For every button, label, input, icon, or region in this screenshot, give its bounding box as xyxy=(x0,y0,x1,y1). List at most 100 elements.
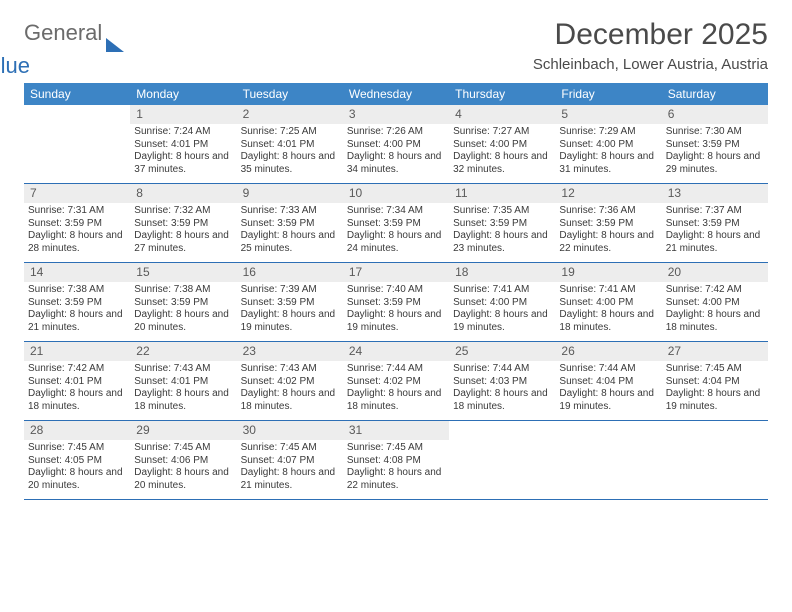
day-body: Sunrise: 7:42 AMSunset: 4:01 PMDaylight:… xyxy=(24,363,130,413)
day-number: 21 xyxy=(24,342,130,361)
brand-triangle-icon xyxy=(106,38,124,52)
day-number: 29 xyxy=(130,421,236,440)
day-body: Sunrise: 7:32 AMSunset: 3:59 PMDaylight:… xyxy=(130,205,236,255)
sunset-line: Sunset: 3:59 PM xyxy=(666,139,764,152)
day-number: 8 xyxy=(130,184,236,203)
day-cell: 19 Sunrise: 7:41 AMSunset: 4:00 PMDayligh… xyxy=(555,263,661,341)
dow-cell: Saturday xyxy=(662,83,768,105)
sunset-line: Sunset: 4:00 PM xyxy=(347,139,445,152)
daylight-line: Daylight: 8 hours and 37 minutes. xyxy=(134,151,232,176)
sunset-line: Sunset: 3:59 PM xyxy=(241,297,339,310)
sunset-line: Sunset: 3:59 PM xyxy=(241,218,339,231)
week-row: 1Sunrise: 7:24 AMSunset: 4:01 PMDaylight… xyxy=(24,105,768,184)
daylight-line: Daylight: 8 hours and 21 minutes. xyxy=(28,309,126,334)
day-cell: 3Sunrise: 7:26 AMSunset: 4:00 PMDaylight… xyxy=(343,105,449,183)
day-number-empty xyxy=(555,421,661,440)
daylight-line: Daylight: 8 hours and 34 minutes. xyxy=(347,151,445,176)
day-cell: 9Sunrise: 7:33 AMSunset: 3:59 PMDaylight… xyxy=(237,184,343,262)
sunrise-line: Sunrise: 7:43 AM xyxy=(134,363,232,376)
day-body: Sunrise: 7:41 AMSunset: 4:00 PMDaylight:… xyxy=(555,284,661,334)
sunrise-line: Sunrise: 7:34 AM xyxy=(347,205,445,218)
day-cell: 11Sunrise: 7:35 AMSunset: 3:59 PMDayligh… xyxy=(449,184,555,262)
day-number: 20 xyxy=(662,263,768,282)
daylight-line: Daylight: 8 hours and 18 minutes. xyxy=(134,388,232,413)
day-cell: 6Sunrise: 7:30 AMSunset: 3:59 PMDaylight… xyxy=(662,105,768,183)
day-number: 16 xyxy=(237,263,343,282)
daylight-line: Daylight: 8 hours and 19 minutes. xyxy=(241,309,339,334)
day-body: Sunrise: 7:33 AMSunset: 3:59 PMDaylight:… xyxy=(237,205,343,255)
brand-part2: Blue xyxy=(0,57,64,76)
day-body: Sunrise: 7:45 AMSunset: 4:04 PMDaylight:… xyxy=(662,363,768,413)
week-row: 28Sunrise: 7:45 AMSunset: 4:05 PMDayligh… xyxy=(24,421,768,500)
sunrise-line: Sunrise: 7:45 AM xyxy=(666,363,764,376)
day-body: Sunrise: 7:36 AMSunset: 3:59 PMDaylight:… xyxy=(555,205,661,255)
day-cell: 18Sunrise: 7:41 AMSunset: 4:00 PMDayligh… xyxy=(449,263,555,341)
daylight-line: Daylight: 8 hours and 20 minutes. xyxy=(134,309,232,334)
day-body: Sunrise: 7:45 AMSunset: 4:06 PMDaylight:… xyxy=(130,442,236,492)
sunrise-line: Sunrise: 7:26 AM xyxy=(347,126,445,139)
day-body: Sunrise: 7:39 AMSunset: 3:59 PMDaylight:… xyxy=(237,284,343,334)
day-number: 28 xyxy=(24,421,130,440)
day-body: Sunrise: 7:41 AMSunset: 4:00 PMDaylight:… xyxy=(449,284,555,334)
sunset-line: Sunset: 3:59 PM xyxy=(134,218,232,231)
sunset-line: Sunset: 4:05 PM xyxy=(28,455,126,468)
day-number: 7 xyxy=(24,184,130,203)
day-body: Sunrise: 7:40 AMSunset: 3:59 PMDaylight:… xyxy=(343,284,449,334)
day-number: 10 xyxy=(343,184,449,203)
day-cell xyxy=(449,421,555,499)
sunrise-line: Sunrise: 7:42 AM xyxy=(666,284,764,297)
daylight-line: Daylight: 8 hours and 19 minutes. xyxy=(666,388,764,413)
day-body: Sunrise: 7:45 AMSunset: 4:05 PMDaylight:… xyxy=(24,442,130,492)
daylight-line: Daylight: 8 hours and 18 minutes. xyxy=(28,388,126,413)
daylight-line: Daylight: 8 hours and 22 minutes. xyxy=(559,230,657,255)
sunrise-line: Sunrise: 7:27 AM xyxy=(453,126,551,139)
day-cell: 10 Sunrise: 7:34 AMSunset: 3:59 PMDayligh… xyxy=(343,184,449,262)
day-cell: 2Sunrise: 7:25 AMSunset: 4:01 PMDaylight… xyxy=(237,105,343,183)
day-number: 26 xyxy=(555,342,661,361)
day-body: Sunrise: 7:24 AMSunset: 4:01 PMDaylight:… xyxy=(130,126,236,176)
day-number: 5 xyxy=(555,105,661,124)
daylight-line: Daylight: 8 hours and 21 minutes. xyxy=(666,230,764,255)
day-body: Sunrise: 7:38 AMSunset: 3:59 PMDaylight:… xyxy=(24,284,130,334)
sunrise-line: Sunrise: 7:38 AM xyxy=(134,284,232,297)
daylight-line: Daylight: 8 hours and 25 minutes. xyxy=(241,230,339,255)
daylight-line: Daylight: 8 hours and 28 minutes. xyxy=(28,230,126,255)
day-number: 15 xyxy=(130,263,236,282)
day-cell: 21 Sunrise: 7:42 AMSunset: 4:01 PMDayligh… xyxy=(24,342,130,420)
sunset-line: Sunset: 4:01 PM xyxy=(241,139,339,152)
daylight-line: Daylight: 8 hours and 27 minutes. xyxy=(134,230,232,255)
dow-cell: Sunday xyxy=(24,83,130,105)
day-cell xyxy=(24,105,130,183)
sunrise-line: Sunrise: 7:29 AM xyxy=(559,126,657,139)
day-cell: 22 Sunrise: 7:43 AMSunset: 4:01 PMDayligh… xyxy=(130,342,236,420)
daylight-line: Daylight: 8 hours and 32 minutes. xyxy=(453,151,551,176)
daylight-line: Daylight: 8 hours and 18 minutes. xyxy=(666,309,764,334)
sunrise-line: Sunrise: 7:24 AM xyxy=(134,126,232,139)
day-body: Sunrise: 7:34 AMSunset: 3:59 PMDaylight:… xyxy=(343,205,449,255)
day-body: Sunrise: 7:31 AMSunset: 3:59 PMDaylight:… xyxy=(24,205,130,255)
day-number-empty xyxy=(449,421,555,440)
dow-cell: Thursday xyxy=(449,83,555,105)
day-number: 27 xyxy=(662,342,768,361)
day-body: Sunrise: 7:44 AMSunset: 4:02 PMDaylight:… xyxy=(343,363,449,413)
sunrise-line: Sunrise: 7:41 AM xyxy=(453,284,551,297)
day-number: 22 xyxy=(130,342,236,361)
daylight-line: Daylight: 8 hours and 20 minutes. xyxy=(134,467,232,492)
day-body: Sunrise: 7:37 AMSunset: 3:59 PMDaylight:… xyxy=(662,205,768,255)
day-number: 19 xyxy=(555,263,661,282)
day-number: 12 xyxy=(555,184,661,203)
sunrise-line: Sunrise: 7:40 AM xyxy=(347,284,445,297)
location-label: Schleinbach, Lower Austria, Austria xyxy=(533,56,768,73)
title-block: December 2025 Schleinbach, Lower Austria… xyxy=(533,18,768,73)
sunrise-line: Sunrise: 7:45 AM xyxy=(134,442,232,455)
sunrise-line: Sunrise: 7:39 AM xyxy=(241,284,339,297)
sunset-line: Sunset: 4:01 PM xyxy=(134,376,232,389)
day-number: 24 xyxy=(343,342,449,361)
dow-cell: Tuesday xyxy=(237,83,343,105)
week-row: 21 Sunrise: 7:42 AMSunset: 4:01 PMDayligh… xyxy=(24,342,768,421)
sunset-line: Sunset: 4:02 PM xyxy=(241,376,339,389)
day-cell: 28 Sunrise: 7:45 AMSunset: 4:05 PMDayligh… xyxy=(24,421,130,499)
dow-cell: Monday xyxy=(130,83,236,105)
sunset-line: Sunset: 4:00 PM xyxy=(559,139,657,152)
day-cell: 1Sunrise: 7:24 AMSunset: 4:01 PMDaylight… xyxy=(130,105,236,183)
